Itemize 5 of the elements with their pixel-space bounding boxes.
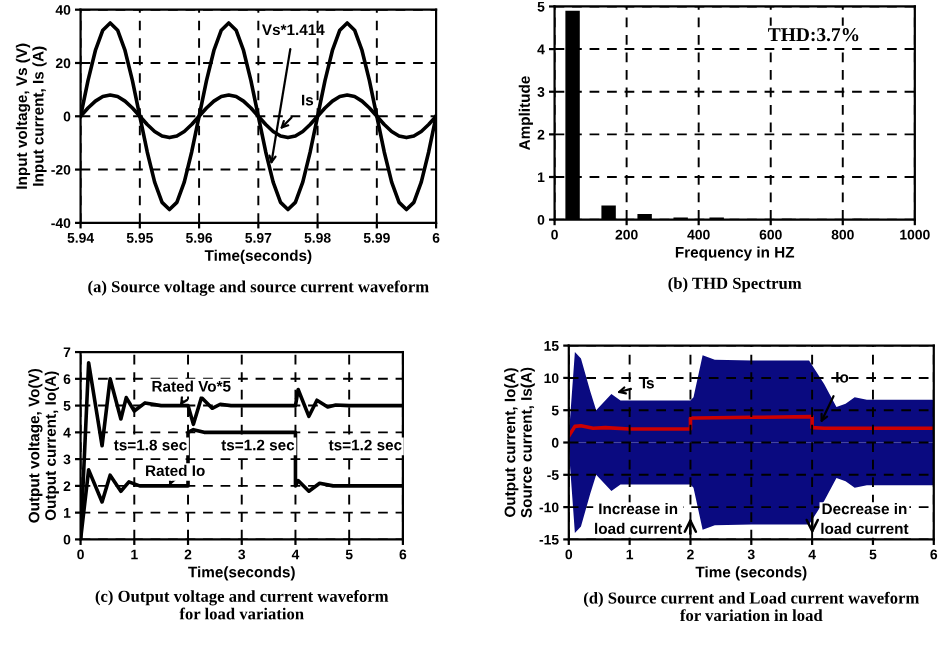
text: (b) THD Spectrum	[668, 277, 802, 293]
text: (d) Source current and Load current waveform for variation in load	[583, 591, 920, 622]
annotation: THD:3.7%	[768, 28, 859, 42]
text: (c) Output voltage and current waveform for load variation	[95, 589, 389, 620]
text: (a) Source voltage and source current waveform	[88, 280, 429, 296]
